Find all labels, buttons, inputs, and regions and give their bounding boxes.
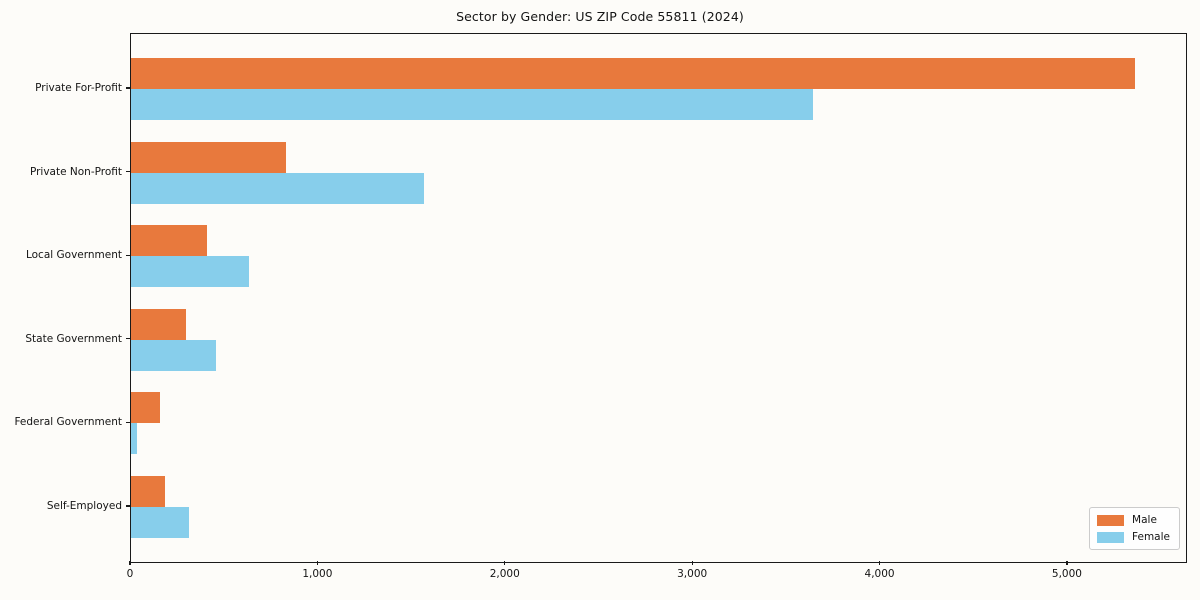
legend-swatch-female (1097, 531, 1125, 543)
bar-male-2 (131, 225, 208, 257)
x-axis-tick-label-5: 5,000 (1051, 568, 1082, 580)
legend-entry-female: Female (1097, 531, 1170, 543)
y-axis-label-1: Private Non-Profit (29, 165, 122, 178)
y-axis-label-5: Self-Employed (46, 500, 122, 512)
bar-male-4 (131, 392, 161, 424)
y-axis-tick-3 (126, 338, 130, 340)
bar-female-3 (131, 339, 217, 371)
bar-male-3 (131, 308, 186, 340)
x-axis-tick-label-0: 0 (126, 568, 134, 580)
plot-area: Male Female (130, 33, 1187, 563)
x-axis-tick-label-4: 4,000 (864, 568, 895, 580)
x-axis-tick-1 (316, 561, 318, 565)
legend-entry-male: Male (1097, 514, 1170, 526)
legend-swatch-male (1097, 514, 1125, 526)
legend-label-male: Male (1132, 514, 1157, 526)
x-axis-tick-0 (129, 561, 131, 565)
x-axis-tick-2 (504, 561, 506, 565)
y-axis-label-3: State Government (25, 332, 122, 345)
y-axis-label-4: Federal Government (14, 416, 122, 429)
bar-male-1 (131, 141, 287, 173)
y-axis-tick-1 (126, 171, 130, 173)
bar-female-2 (131, 256, 250, 288)
y-axis-tick-0 (126, 87, 130, 89)
legend-label-female: Female (1132, 531, 1170, 543)
x-axis-tick-5 (1066, 561, 1068, 565)
y-axis-tick-5 (126, 505, 130, 507)
x-axis-tick-label-3: 3,000 (677, 568, 708, 580)
x-axis-tick-4 (878, 561, 881, 565)
y-axis-tick-2 (126, 254, 130, 256)
y-axis-label-0: Private For-Profit (35, 82, 122, 94)
bar-male-5 (131, 476, 165, 507)
x-axis-tick-3 (691, 561, 693, 565)
chart-title: Sector by Gender: US ZIP Code 55811 (202… (456, 9, 744, 24)
x-axis-tick-label-1: 1,000 (302, 568, 333, 580)
y-axis-tick-4 (126, 421, 130, 423)
bar-female-4 (131, 423, 138, 455)
bar-male-0 (131, 58, 1136, 89)
bar-female-0 (131, 89, 814, 120)
bar-female-5 (131, 507, 189, 538)
bar-female-1 (131, 172, 425, 204)
x-axis-tick-label-2: 2,000 (489, 568, 520, 580)
legend: Male Female (1089, 507, 1180, 550)
y-axis-label-2: Local Government (25, 249, 122, 262)
